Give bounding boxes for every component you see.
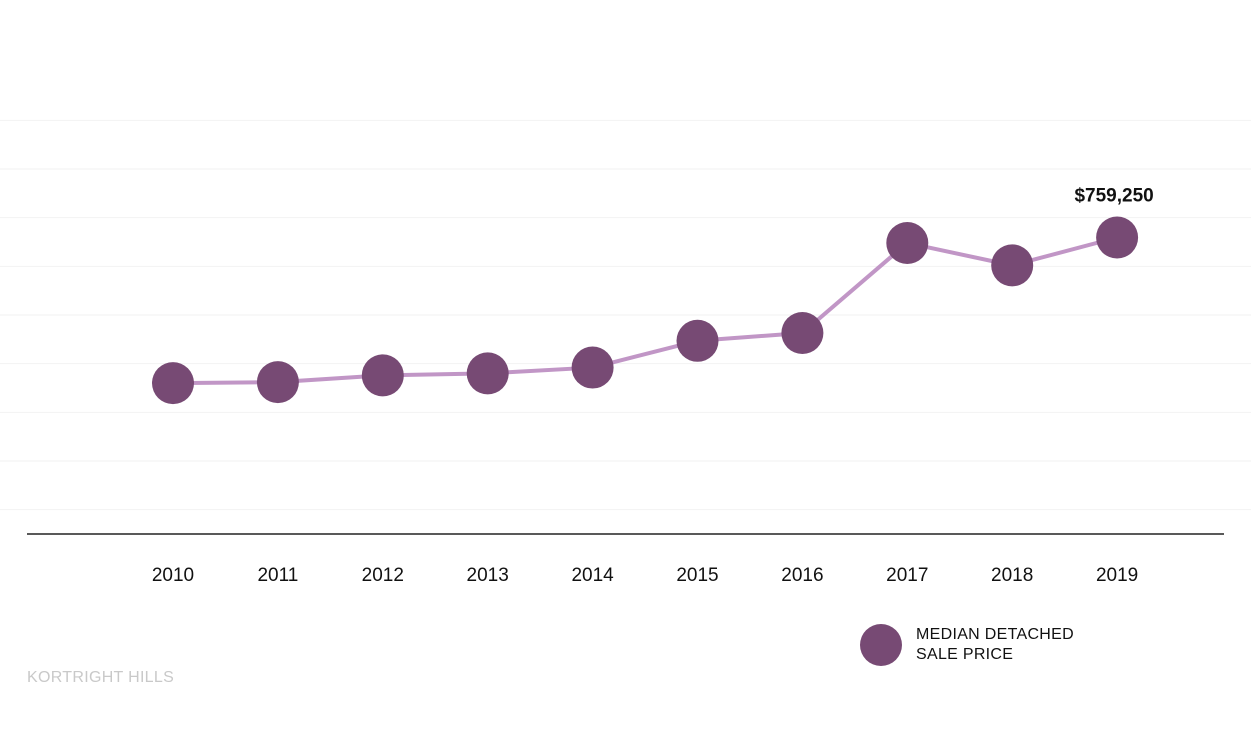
data-label-2019: $759,250: [1074, 185, 1153, 206]
data-point-2018: [991, 244, 1034, 287]
x-tick-label-2016: 2016: [781, 565, 823, 586]
x-tick-label-2011: 2011: [257, 565, 298, 586]
legend-label: MEDIAN DETACHED SALE PRICE: [916, 625, 1074, 665]
x-tick-label-2013: 2013: [467, 565, 509, 586]
legend: MEDIAN DETACHED SALE PRICE: [860, 624, 1074, 666]
data-point-2019: [1096, 216, 1139, 259]
data-point-2017: [886, 221, 929, 264]
gridlines: [0, 119, 1251, 511]
legend-label-line-2: SALE PRICE: [916, 646, 1014, 663]
legend-label-line-1: MEDIAN DETACHED: [916, 626, 1074, 643]
brand-watermark: KORTRIGHT HILLS: [27, 669, 175, 686]
data-point-2012: [361, 354, 404, 397]
x-tick-labels: 2010 2011 2012 2013 2014 2015 2016 2017 2018 2019: [152, 565, 1138, 586]
data-points: [152, 216, 1139, 405]
data-point-2015: [676, 319, 719, 362]
x-tick-label-2010: 2010: [152, 565, 194, 586]
x-tick-label-2019: 2019: [1096, 565, 1138, 586]
x-tick-label-2014: 2014: [571, 565, 614, 586]
data-point-2010: [152, 362, 194, 405]
x-tick-label-2018: 2018: [991, 565, 1033, 586]
x-tick-label-2015: 2015: [676, 565, 718, 586]
legend-marker-icon: [860, 624, 902, 666]
data-point-2014: [571, 346, 614, 389]
x-tick-label-2017: 2017: [886, 565, 928, 586]
data-point-2011: [256, 361, 299, 404]
data-point-2013: [466, 352, 509, 395]
x-tick-label-2012: 2012: [362, 565, 404, 586]
data-point-2016: [781, 312, 824, 355]
annotations: $759,250: [1074, 185, 1153, 206]
series-line: [171, 235, 1120, 386]
